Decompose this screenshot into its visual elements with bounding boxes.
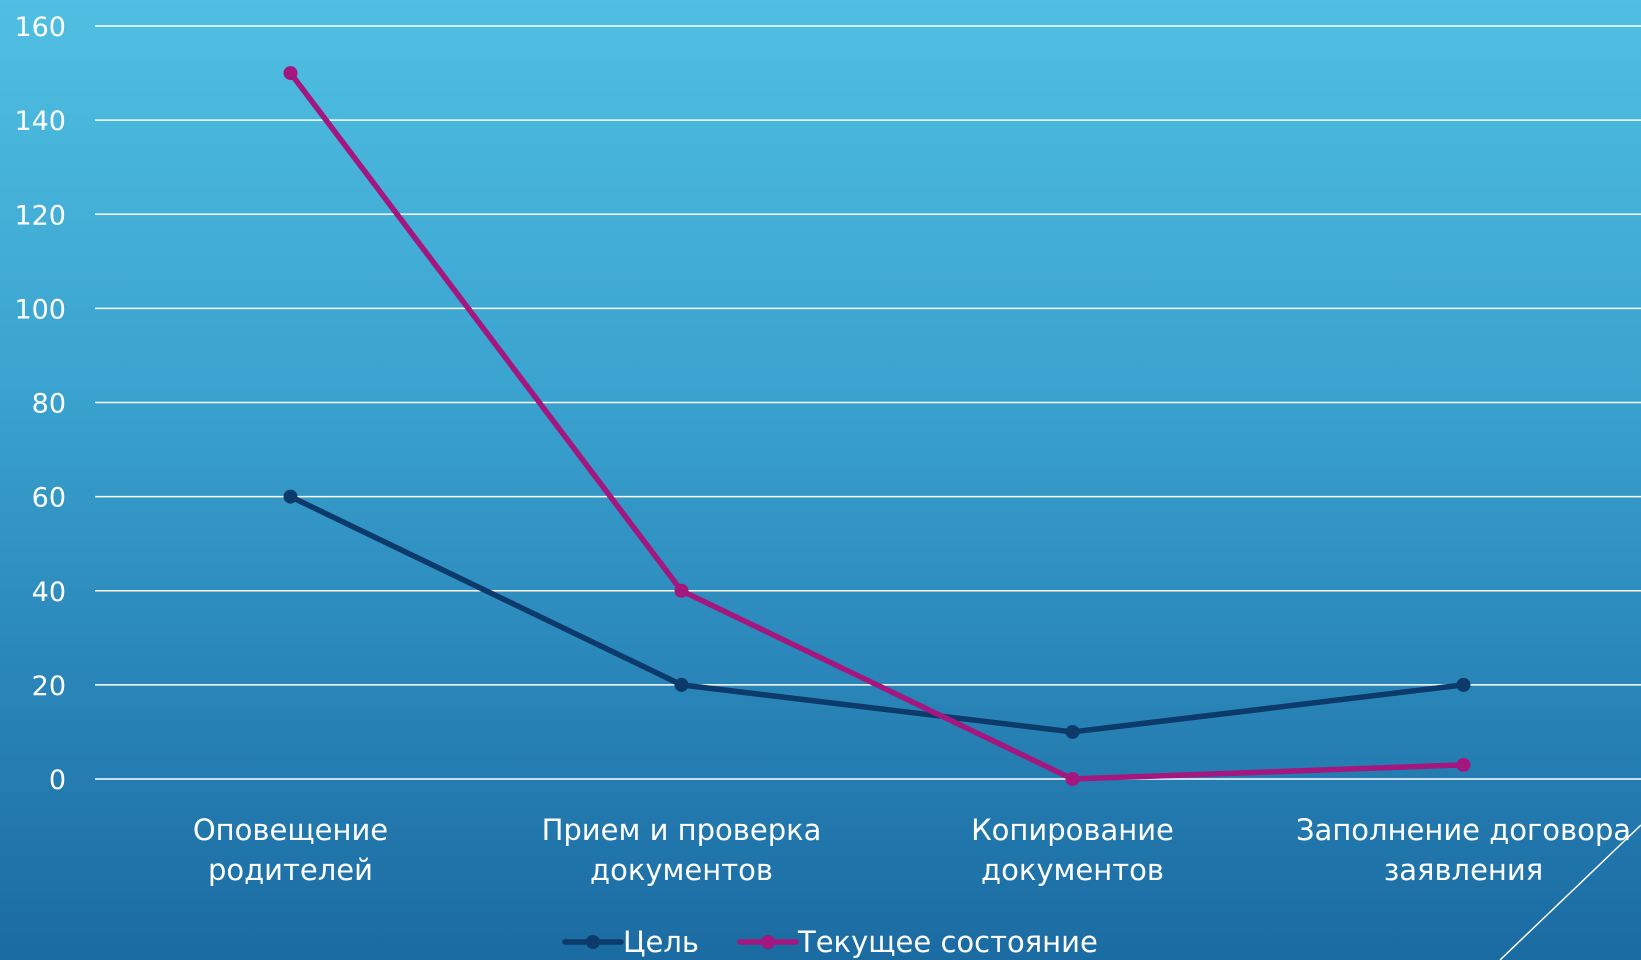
series-layer (283, 66, 1471, 786)
y-tick-label: 100 (14, 294, 66, 325)
data-point (1456, 757, 1471, 772)
y-axis: 0 20 40 60 80 100 120 140 160 (14, 12, 66, 796)
legend-marker (761, 935, 775, 949)
x-tick-label: документов (590, 853, 773, 887)
legend: Цель Текущее состояние (562, 925, 1098, 959)
y-tick-label: 140 (14, 106, 66, 137)
data-point (674, 677, 689, 692)
x-tick-label: Прием и проверка (542, 813, 822, 847)
data-point (674, 583, 689, 598)
y-tick-label: 80 (32, 389, 66, 420)
x-tick-label: Оповещение (193, 813, 388, 847)
y-tick-label: 0 (49, 765, 66, 796)
data-point (1456, 677, 1471, 692)
x-tick-label: документов (981, 853, 1164, 887)
data-point (1065, 724, 1080, 739)
gridlines (95, 25, 1641, 780)
data-point (1065, 772, 1080, 786)
x-tick-label: заявления (1384, 853, 1543, 887)
y-tick-label: 160 (14, 12, 66, 43)
series-line-1 (287, 70, 1467, 782)
x-tick-label: родителей (208, 853, 373, 887)
data-point (283, 66, 298, 81)
data-point (283, 489, 298, 504)
x-tick-label: Заполнение договора (1296, 813, 1631, 847)
legend-label: Цель (623, 925, 699, 959)
x-tick-label: Копирование (971, 813, 1174, 847)
y-tick-label: 60 (32, 483, 66, 514)
legend-label: Текущее состояние (797, 925, 1098, 959)
y-tick-label: 40 (32, 577, 66, 608)
y-tick-label: 120 (14, 200, 66, 231)
legend-marker (586, 935, 600, 949)
y-tick-label: 20 (32, 671, 66, 702)
decorative-diagonal-line (1499, 824, 1641, 960)
series-line-0 (287, 493, 1467, 735)
x-axis: Оповещение родителей Прием и проверка докум… (193, 813, 1631, 887)
